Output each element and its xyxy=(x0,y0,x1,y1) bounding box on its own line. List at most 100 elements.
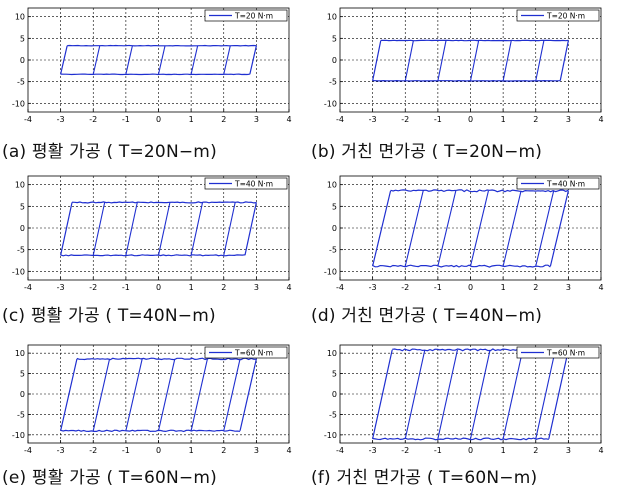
y-tick-label: -5 xyxy=(329,78,337,87)
x-tick-label: 4 xyxy=(598,283,603,292)
x-tick-label: 1 xyxy=(189,283,194,292)
y-tick-label: 5 xyxy=(20,202,25,211)
caption-a: (a) 평활 가공 ( T=20N−m) xyxy=(2,142,217,162)
loop-left-edge xyxy=(60,45,68,75)
x-tick-label: 2 xyxy=(221,446,226,455)
legend: T=40 N·m xyxy=(204,177,288,190)
y-tick-label: -5 xyxy=(17,78,25,87)
loop-upper-branch xyxy=(390,189,569,193)
loop-inner-reversal xyxy=(125,358,143,431)
grid-lines xyxy=(28,8,289,112)
panel-c: -4 -3 -2 -1 0 1 2 3 4 10 5 0 -5 -10 T=40 N·m (c) 평활 가공… xyxy=(0,164,309,329)
y-tick-label: 5 xyxy=(332,202,337,211)
loop-inner-reversal xyxy=(157,358,176,431)
series-t-60-n-m xyxy=(60,357,257,433)
loop-right-edge xyxy=(549,190,569,267)
legend: T=40 N·m xyxy=(516,177,600,190)
loop-inner-reversal xyxy=(535,190,555,267)
series-t-20-n-m xyxy=(372,39,569,82)
x-tick-label: 1 xyxy=(189,115,194,124)
loop-inner-reversal xyxy=(502,40,512,81)
loop-inner-reversal xyxy=(502,349,524,440)
x-tick-label: -4 xyxy=(336,115,344,124)
panel-f: -4 -3 -2 -1 0 1 2 3 4 10 5 0 -5 -10 T=60 N·m (f) 거친 면가… xyxy=(309,329,619,493)
series-t-40-n-m xyxy=(60,201,257,257)
loop-inner-reversal xyxy=(437,349,458,440)
x-tick-label: 1 xyxy=(189,446,194,455)
x-tick-label: 3 xyxy=(254,115,259,124)
y-tick-label: 10 xyxy=(327,349,337,358)
loop-inner-reversal xyxy=(92,358,111,431)
caption-b: (b) 거친 면가공 ( T=20N−m) xyxy=(311,142,543,162)
x-tick-label: 0 xyxy=(156,446,161,455)
loop-upper-branch xyxy=(76,357,257,361)
series-t-20-n-m xyxy=(60,44,257,76)
series-t-40-n-m xyxy=(372,189,569,268)
legend: T=60 N·m xyxy=(204,346,288,359)
x-tick-label: 1 xyxy=(501,446,506,455)
legend: T=60 N·m xyxy=(516,346,600,359)
y-tick-label: 0 xyxy=(332,224,337,233)
x-tick-label: 3 xyxy=(566,115,571,124)
loop-inner-reversal xyxy=(469,190,489,267)
y-tick-label: -5 xyxy=(17,246,25,255)
y-tick-label: 10 xyxy=(15,181,25,190)
x-tick-label: 0 xyxy=(468,115,473,124)
y-tick-label: -10 xyxy=(324,99,337,108)
x-tick-label: -1 xyxy=(434,115,442,124)
caption-d: (d) 거친 면가공 ( T=40N−m) xyxy=(311,306,543,326)
caption-e: (e) 평활 가공 ( T=60N−m) xyxy=(2,468,217,488)
x-tick-label: -1 xyxy=(434,283,442,292)
x-tick-label: 0 xyxy=(468,446,473,455)
x-tick-label: 0 xyxy=(156,115,161,124)
x-tick-label: -3 xyxy=(57,283,65,292)
x-tick-label: 2 xyxy=(221,283,226,292)
y-tick-label: -5 xyxy=(329,410,337,419)
caption-f: (f) 거친 면가공 ( T=60N−m) xyxy=(311,468,538,488)
loop-inner-reversal xyxy=(404,40,414,81)
loop-right-edge xyxy=(548,349,569,440)
loop-inner-reversal xyxy=(223,45,231,75)
y-tick-label: -10 xyxy=(324,431,337,440)
loop-inner-reversal xyxy=(157,45,166,75)
loop-right-edge xyxy=(559,40,569,81)
grid-lines xyxy=(340,345,601,443)
x-tick-label: 2 xyxy=(533,115,538,124)
legend-label: T=60 N·m xyxy=(234,348,273,357)
y-tick-label: 5 xyxy=(332,370,337,379)
x-tick-label: -4 xyxy=(24,115,32,124)
legend: T=20 N·m xyxy=(204,9,288,22)
y-tick-label: -5 xyxy=(17,410,25,419)
x-tick-label: 2 xyxy=(533,446,538,455)
y-tick-label: 10 xyxy=(327,181,337,190)
x-tick-label: 1 xyxy=(501,283,506,292)
loop-inner-reversal xyxy=(157,202,171,256)
loop-inner-reversal xyxy=(92,202,106,256)
loop-left-edge xyxy=(372,190,392,267)
y-tick-label: -10 xyxy=(12,267,25,276)
y-tick-label: -10 xyxy=(12,431,25,440)
x-tick-label: 3 xyxy=(254,283,259,292)
loop-inner-reversal xyxy=(223,358,241,431)
x-tick-label: -3 xyxy=(57,446,65,455)
grid-lines xyxy=(340,8,601,112)
loop-inner-reversal xyxy=(190,45,199,75)
legend-box xyxy=(204,9,288,22)
y-tick-label: 10 xyxy=(15,349,25,358)
x-tick-label: -4 xyxy=(24,446,32,455)
x-tick-label: -4 xyxy=(336,283,344,292)
x-tick-label: -1 xyxy=(122,446,130,455)
x-tick-label: 0 xyxy=(156,283,161,292)
x-tick-label: 4 xyxy=(286,115,291,124)
caption-c: (c) 평활 가공 ( T=40N−m) xyxy=(2,306,216,326)
loop-lower-branch xyxy=(60,254,246,257)
